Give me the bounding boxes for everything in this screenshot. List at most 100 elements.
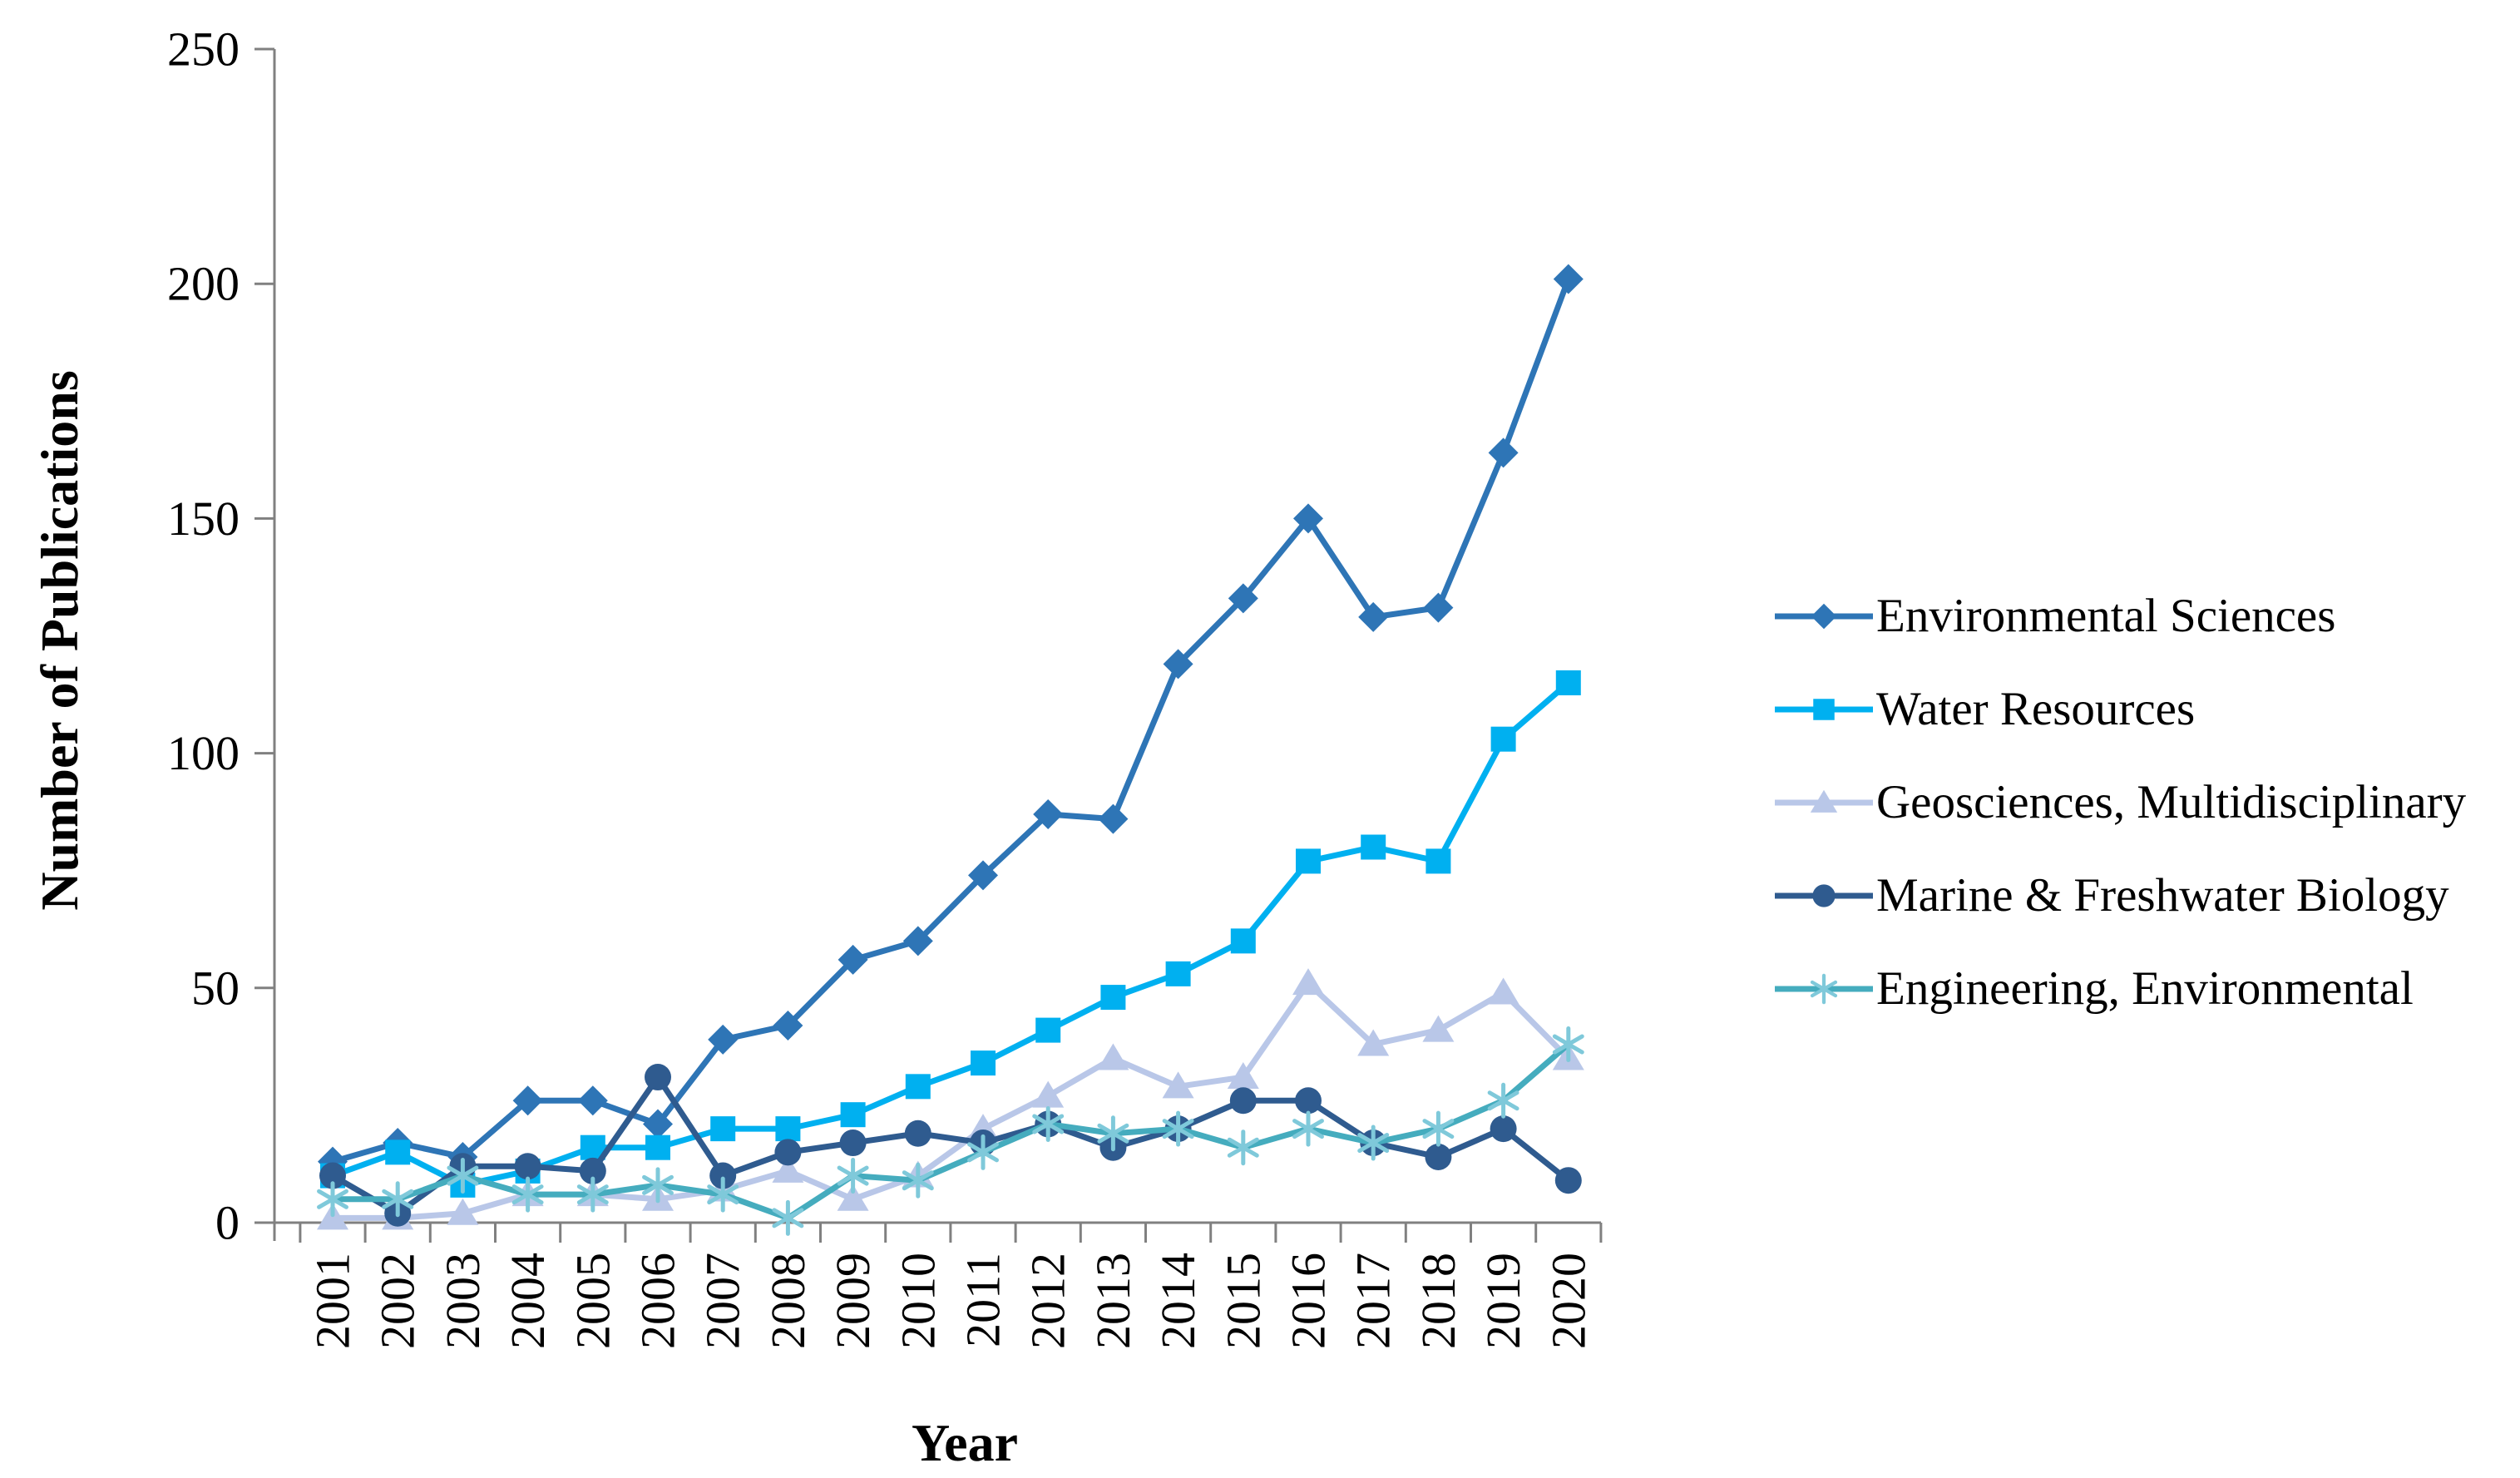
- triangle-marker: [1227, 1062, 1259, 1090]
- circle-marker: [579, 1157, 606, 1184]
- legend: Environmental Sciences Water Resources G…: [1773, 592, 2466, 1012]
- x-tick-label: 2002: [371, 1253, 425, 1349]
- square-marker: [1813, 698, 1835, 720]
- legend-label: Marine & Freshwater Biology: [1876, 869, 2449, 922]
- x-tick-label: 2019: [1476, 1253, 1530, 1349]
- x-tick-label: 2001: [306, 1253, 360, 1349]
- diamond-marker: [773, 1010, 803, 1041]
- asterisk-marker: [1292, 1119, 1324, 1139]
- asterisk-marker: [1810, 980, 1838, 997]
- asterisk-marker: [1487, 1090, 1519, 1111]
- square-marker: [1426, 848, 1451, 874]
- x-tick-label: 2010: [891, 1253, 945, 1349]
- series-environmental-sciences: [318, 264, 1584, 1177]
- legend-item-environmental-sciences: Environmental Sciences: [1773, 592, 2466, 640]
- legend-item-engineering-environmental: Engineering, Environmental: [1773, 965, 2466, 1012]
- square-marker: [840, 1102, 866, 1128]
- diamond-marker: [968, 860, 998, 891]
- diamond-marker: [643, 1109, 673, 1139]
- asterisk-marker: [1357, 1133, 1390, 1154]
- diamond-marker: [1163, 649, 1193, 680]
- diamond-marker: [1033, 798, 1064, 829]
- circle-marker: [904, 1120, 931, 1147]
- legend-label: Environmental Sciences: [1876, 590, 2336, 642]
- triangle-marker: [1032, 1080, 1065, 1108]
- asterisk-marker: [317, 1189, 348, 1209]
- circle-marker: [1229, 1087, 1257, 1115]
- asterisk-marker: [837, 1165, 869, 1186]
- circle-marker: [1554, 1167, 1582, 1194]
- square-marker: [645, 1134, 670, 1160]
- circle-marker: [1490, 1115, 1517, 1143]
- triangle-marker: [1097, 1043, 1129, 1070]
- x-tick-label: 2014: [1151, 1253, 1205, 1349]
- square-marker: [1490, 726, 1516, 752]
- triangle-marker: [1422, 1015, 1455, 1042]
- y-tick-label: 0: [215, 1196, 240, 1250]
- diamond-marker: [1811, 603, 1837, 629]
- x-tick-label: 2020: [1541, 1253, 1595, 1349]
- triangle-marker: [1487, 977, 1519, 1005]
- diamond-series-icon: [1775, 603, 1873, 629]
- asterisk-marker: [642, 1174, 674, 1195]
- asterisk-series-icon: [1775, 973, 1873, 1004]
- x-tick-label: 2015: [1216, 1253, 1270, 1349]
- diamond-marker: [1423, 592, 1454, 623]
- circle-marker: [1425, 1143, 1452, 1170]
- square-marker: [1165, 961, 1191, 986]
- diamond-marker: [1553, 264, 1584, 294]
- asterisk-marker: [1162, 1119, 1194, 1139]
- circle-marker: [514, 1153, 541, 1180]
- x-tick-label: 2017: [1346, 1253, 1401, 1349]
- circle-marker: [709, 1162, 737, 1189]
- triangle-marker: [1810, 789, 1838, 813]
- triangle-marker: [447, 1198, 479, 1225]
- diamond-marker: [1293, 503, 1323, 534]
- x-tick-label: 2013: [1086, 1253, 1140, 1349]
- asterisk-marker: [1422, 1119, 1455, 1139]
- y-tick-label: 50: [191, 961, 240, 1015]
- triangle-marker: [772, 1155, 804, 1183]
- circle-marker: [774, 1139, 802, 1166]
- diamond-marker: [902, 926, 933, 956]
- asterisk-marker: [511, 1184, 544, 1205]
- x-tick-label: 2004: [501, 1253, 555, 1349]
- diamond-marker: [1228, 583, 1258, 614]
- square-marker: [905, 1074, 931, 1100]
- y-tick-label: 250: [167, 22, 240, 77]
- circle-marker: [839, 1130, 867, 1157]
- x-tick-label: 2006: [631, 1253, 685, 1349]
- asterisk-marker: [1097, 1123, 1129, 1144]
- y-tick-label: 200: [167, 257, 240, 311]
- square-marker: [971, 1050, 996, 1076]
- square-marker: [1361, 834, 1386, 860]
- square-marker: [1230, 928, 1256, 954]
- x-tick-label: 2008: [761, 1253, 815, 1349]
- x-tick-label: 2005: [566, 1253, 620, 1349]
- square-marker: [775, 1116, 801, 1142]
- diamond-marker: [1488, 437, 1519, 468]
- diamond-marker: [512, 1085, 543, 1116]
- square-marker: [1296, 848, 1321, 874]
- circle-marker: [645, 1064, 671, 1091]
- legend-label: Water Resources: [1876, 683, 2196, 735]
- square-marker: [710, 1116, 736, 1142]
- asterisk-marker: [967, 1142, 999, 1163]
- x-tick-label: 2016: [1282, 1253, 1336, 1349]
- legend-label: Geosciences, Multidisciplinary: [1876, 776, 2467, 828]
- asterisk-marker: [447, 1165, 479, 1186]
- diamond-marker: [1358, 601, 1389, 632]
- asterisk-marker: [1032, 1114, 1065, 1134]
- triangle-series-icon: [1775, 789, 1873, 813]
- triangle-marker: [1162, 1071, 1194, 1099]
- circle-marker: [319, 1162, 346, 1189]
- x-tick-label: 2003: [436, 1253, 490, 1349]
- y-tick-label: 100: [167, 726, 240, 780]
- square-marker: [1035, 1017, 1061, 1043]
- legend-item-geosciences-multidisciplinary: Geosciences, Multidisciplinary: [1773, 779, 2466, 826]
- x-axis-title: Year: [912, 1413, 1018, 1472]
- triangle-marker: [1292, 968, 1324, 996]
